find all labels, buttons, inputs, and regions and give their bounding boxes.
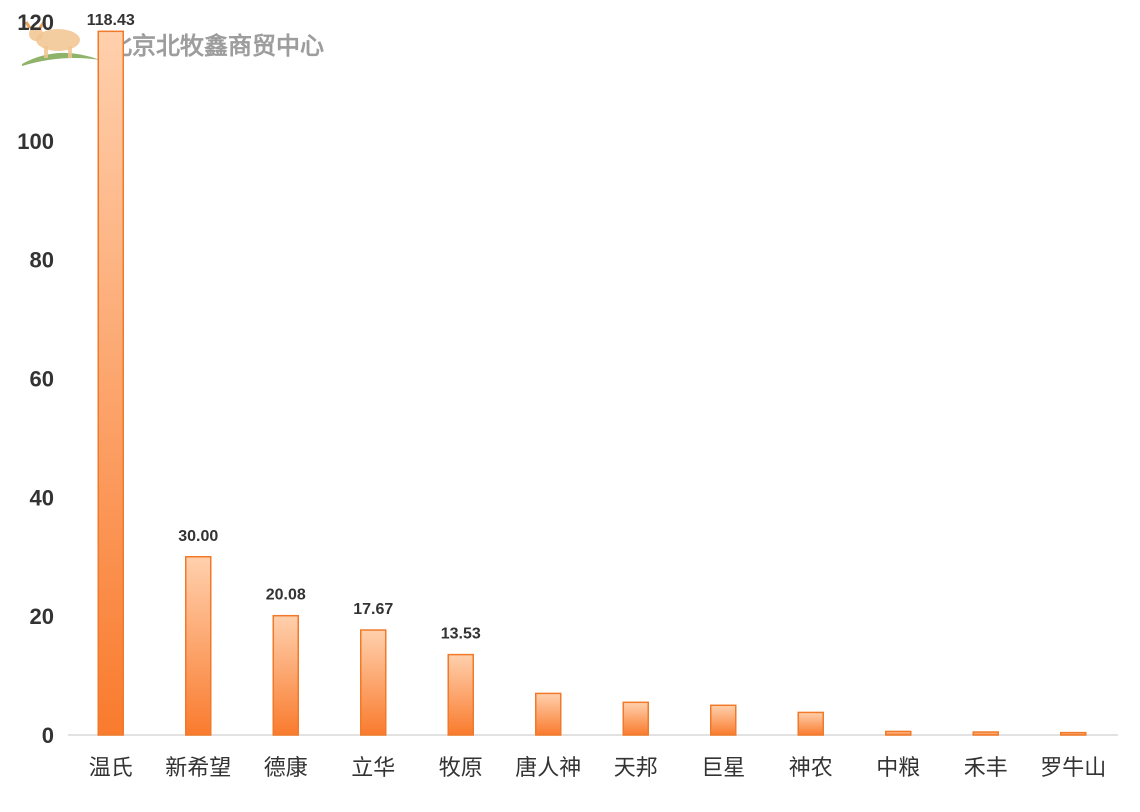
y-tick-label: 100 xyxy=(17,129,54,154)
x-tick-label: 唐人神 xyxy=(515,756,581,781)
y-tick-label: 120 xyxy=(17,10,54,35)
x-tick-label: 中粮 xyxy=(876,756,920,781)
bar xyxy=(1060,731,1087,736)
bar xyxy=(535,692,562,736)
watermark-text: 北京北牧鑫商贸中心 xyxy=(108,32,324,60)
y-tick-label: 20 xyxy=(30,604,54,629)
bar xyxy=(272,614,299,736)
bar xyxy=(797,711,824,736)
x-axis: 温氏 新希望 德康 立华 牧原 唐人神 天邦 巨星 神农 中粮 禾丰 罗牛山 xyxy=(89,756,1107,781)
data-labels: 118.43 30.00 20.08 17.67 13.53 xyxy=(87,12,481,643)
bar xyxy=(710,704,737,736)
bar xyxy=(360,629,387,736)
x-tick-label: 罗牛山 xyxy=(1040,756,1106,781)
data-label: 118.43 xyxy=(87,12,135,29)
bar xyxy=(97,30,124,736)
x-tick-label: 立华 xyxy=(351,756,395,781)
data-label: 20.08 xyxy=(266,587,306,604)
y-tick-label: 40 xyxy=(30,485,54,510)
bar xyxy=(447,653,474,736)
y-axis: 0 20 40 60 80 100 120 xyxy=(17,10,54,748)
x-tick-label: 天邦 xyxy=(614,756,658,781)
data-label: 17.67 xyxy=(353,601,393,618)
x-tick-label: 神农 xyxy=(789,756,833,781)
bull-logo-icon xyxy=(22,21,100,66)
data-label: 13.53 xyxy=(441,626,481,643)
x-tick-label: 温氏 xyxy=(89,756,133,781)
data-label: 30.00 xyxy=(178,528,218,545)
bar xyxy=(972,731,999,736)
bars xyxy=(97,30,1087,736)
x-tick-label: 巨星 xyxy=(701,756,745,781)
y-tick-label: 80 xyxy=(30,248,54,273)
y-tick-label: 0 xyxy=(42,723,54,748)
x-tick-label: 牧原 xyxy=(439,756,483,781)
x-tick-label: 新希望 xyxy=(165,756,231,781)
bar xyxy=(185,556,212,736)
bar xyxy=(622,701,649,736)
watermark: 北京北牧鑫商贸中心 xyxy=(22,21,324,66)
x-tick-label: 德康 xyxy=(264,756,308,781)
y-tick-label: 60 xyxy=(30,367,54,392)
x-tick-label: 禾丰 xyxy=(964,756,1008,781)
bar xyxy=(885,730,912,736)
